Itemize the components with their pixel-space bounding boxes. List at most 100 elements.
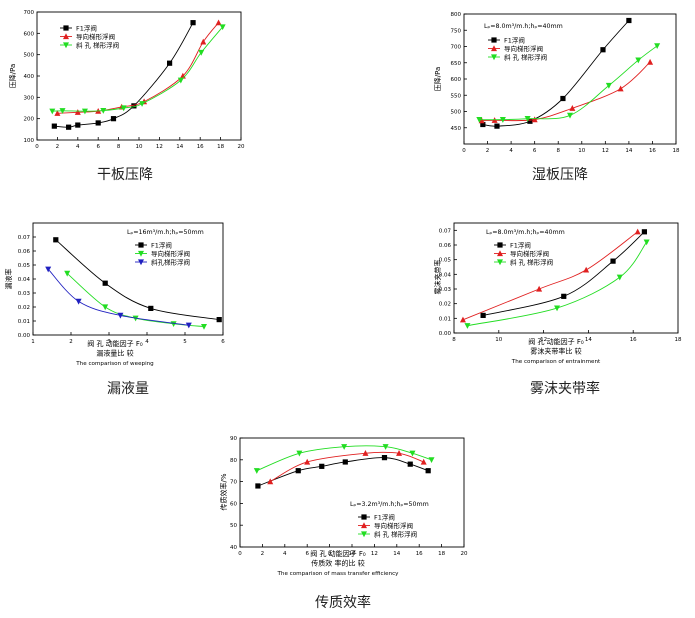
data-point xyxy=(626,17,632,24)
data-point xyxy=(296,450,303,457)
data-point xyxy=(216,317,222,323)
series-line-1 xyxy=(462,231,638,321)
chart-dry-plate-pressure-drop: 0 2 4 6 8 10 12 14 16 18 20 100 200 300 400 500 600 700 压降… xyxy=(5,2,255,160)
x-tick-label: 4 xyxy=(145,339,149,345)
legend-label: 斜 孔 梯形浮阀 xyxy=(510,257,553,266)
chart-svg-4: 0 2 4 6 8 10 12 14 16 18 20 40 50 60 70 80 90 传质效率/% Lₚ=3.… xyxy=(219,436,468,577)
axis-caption-line: The comparison of entrainment xyxy=(511,359,601,365)
x-tick-label: 6 xyxy=(533,148,537,154)
legend-label: F1浮阀 xyxy=(151,240,172,249)
series-line-0 xyxy=(483,231,645,316)
x-tick-label: 12 xyxy=(602,148,609,154)
axis-caption-line: 阀 孔 动能因子 F₀ xyxy=(87,339,143,348)
data-point xyxy=(342,459,348,465)
data-point xyxy=(267,478,274,485)
x-tick-label: 12 xyxy=(156,144,163,150)
legend-label: F1浮阀 xyxy=(504,35,525,44)
y-tick-label: 0.05 xyxy=(439,258,452,264)
y-tick-label: 400 xyxy=(24,74,35,80)
series-line-2 xyxy=(256,445,432,472)
data-point xyxy=(362,450,369,456)
x-tick-label: 8 xyxy=(452,337,456,343)
legend-label: 导向梯形浮阀 xyxy=(510,249,549,258)
data-point xyxy=(255,483,261,489)
data-point xyxy=(643,239,650,246)
x-tick-label: 18 xyxy=(673,148,680,154)
y-tick-label: 300 xyxy=(24,95,35,101)
data-point xyxy=(100,107,107,114)
data-point xyxy=(190,20,196,26)
data-point xyxy=(635,57,642,64)
y-tick-label: 650 xyxy=(451,61,462,67)
y-axis-label: 压降/Pa xyxy=(433,67,442,92)
chart-wet-plate-pressure-drop: 0 2 4 6 8 10 12 14 16 18 450 500 550 600 650 700 750 800 压… xyxy=(428,2,690,160)
data-point xyxy=(654,43,661,50)
y-tick-label: 50 xyxy=(230,523,237,529)
x-tick-label: 0 xyxy=(35,144,39,150)
y-axis-label: 漏液率 xyxy=(4,269,13,290)
axis-caption-line: 阀 孔 动能因子 F₀ xyxy=(310,549,366,558)
y-tick-label: 750 xyxy=(451,28,462,34)
legend-label: 导向梯形浮阀 xyxy=(76,32,115,41)
data-point xyxy=(304,458,311,465)
chart-mass-transfer-efficiency: 0 2 4 6 8 10 12 14 16 18 20 40 50 60 70 80 90 传质效率/% Lₚ=3.… xyxy=(218,430,478,582)
x-tick-label: 1 xyxy=(31,339,35,345)
y-tick-label: 0.01 xyxy=(18,319,30,325)
axis-caption-line: 传质效 率的比 较 xyxy=(311,559,364,568)
plot-frame xyxy=(32,222,224,336)
data-point xyxy=(167,60,173,66)
x-tick-label: 6 xyxy=(305,551,309,557)
data-point xyxy=(641,229,647,235)
legend-marker xyxy=(491,54,497,61)
x-tick-label: 2 xyxy=(486,148,490,154)
x-tick-label: 2 xyxy=(69,339,73,345)
legend-marker xyxy=(138,242,144,248)
x-tick-label: 10 xyxy=(495,337,502,343)
series-line-0 xyxy=(55,239,220,321)
x-tick-label: 12 xyxy=(540,337,547,343)
axis-caption-line: 雾沫夹带率比 较 xyxy=(530,347,581,356)
data-point xyxy=(610,258,616,264)
y-tick-label: 60 xyxy=(230,501,237,507)
data-point xyxy=(396,450,403,456)
data-point xyxy=(45,266,52,273)
data-point xyxy=(295,468,301,474)
legend-marker xyxy=(361,522,367,529)
series-line-2 xyxy=(467,241,648,327)
legend-marker xyxy=(63,42,69,49)
data-point xyxy=(634,228,641,235)
y-tick-label: 40 xyxy=(230,545,237,551)
axis-caption-line: The comparison of weeping xyxy=(75,361,154,367)
y-tick-label: 550 xyxy=(451,93,462,99)
data-point xyxy=(459,316,466,323)
y-tick-label: 0.00 xyxy=(18,333,31,339)
data-point xyxy=(81,108,88,115)
legend-marker xyxy=(138,259,144,266)
data-point xyxy=(110,116,117,122)
data-point xyxy=(647,58,654,65)
data-point xyxy=(120,105,127,112)
condition-note: Lₚ=8.0m³/m.h;hₚ=40mm xyxy=(486,229,565,236)
data-point xyxy=(49,108,56,115)
data-point xyxy=(139,101,146,107)
series-line-2 xyxy=(47,268,189,326)
x-tick-label: 4 xyxy=(509,148,513,154)
caption-mass-transfer: 传质效率 xyxy=(315,595,371,611)
data-point xyxy=(59,108,66,114)
data-point xyxy=(64,270,71,277)
data-point xyxy=(616,274,623,281)
data-point xyxy=(219,24,226,31)
condition-note: Lₚ=16m³/m.h;hₚ=50mm xyxy=(127,229,204,236)
y-tick-label: 0.00 xyxy=(439,331,452,337)
data-point xyxy=(74,109,81,115)
legend-marker xyxy=(497,259,503,266)
data-point xyxy=(95,120,101,126)
y-tick-label: 700 xyxy=(451,45,462,51)
data-point xyxy=(215,19,222,26)
legend-marker xyxy=(63,25,69,31)
x-tick-label: 0 xyxy=(462,148,466,154)
legend-marker xyxy=(138,250,144,257)
y-tick-label: 0.06 xyxy=(439,243,452,249)
data-point xyxy=(480,312,486,318)
x-tick-label: 14 xyxy=(625,148,632,154)
